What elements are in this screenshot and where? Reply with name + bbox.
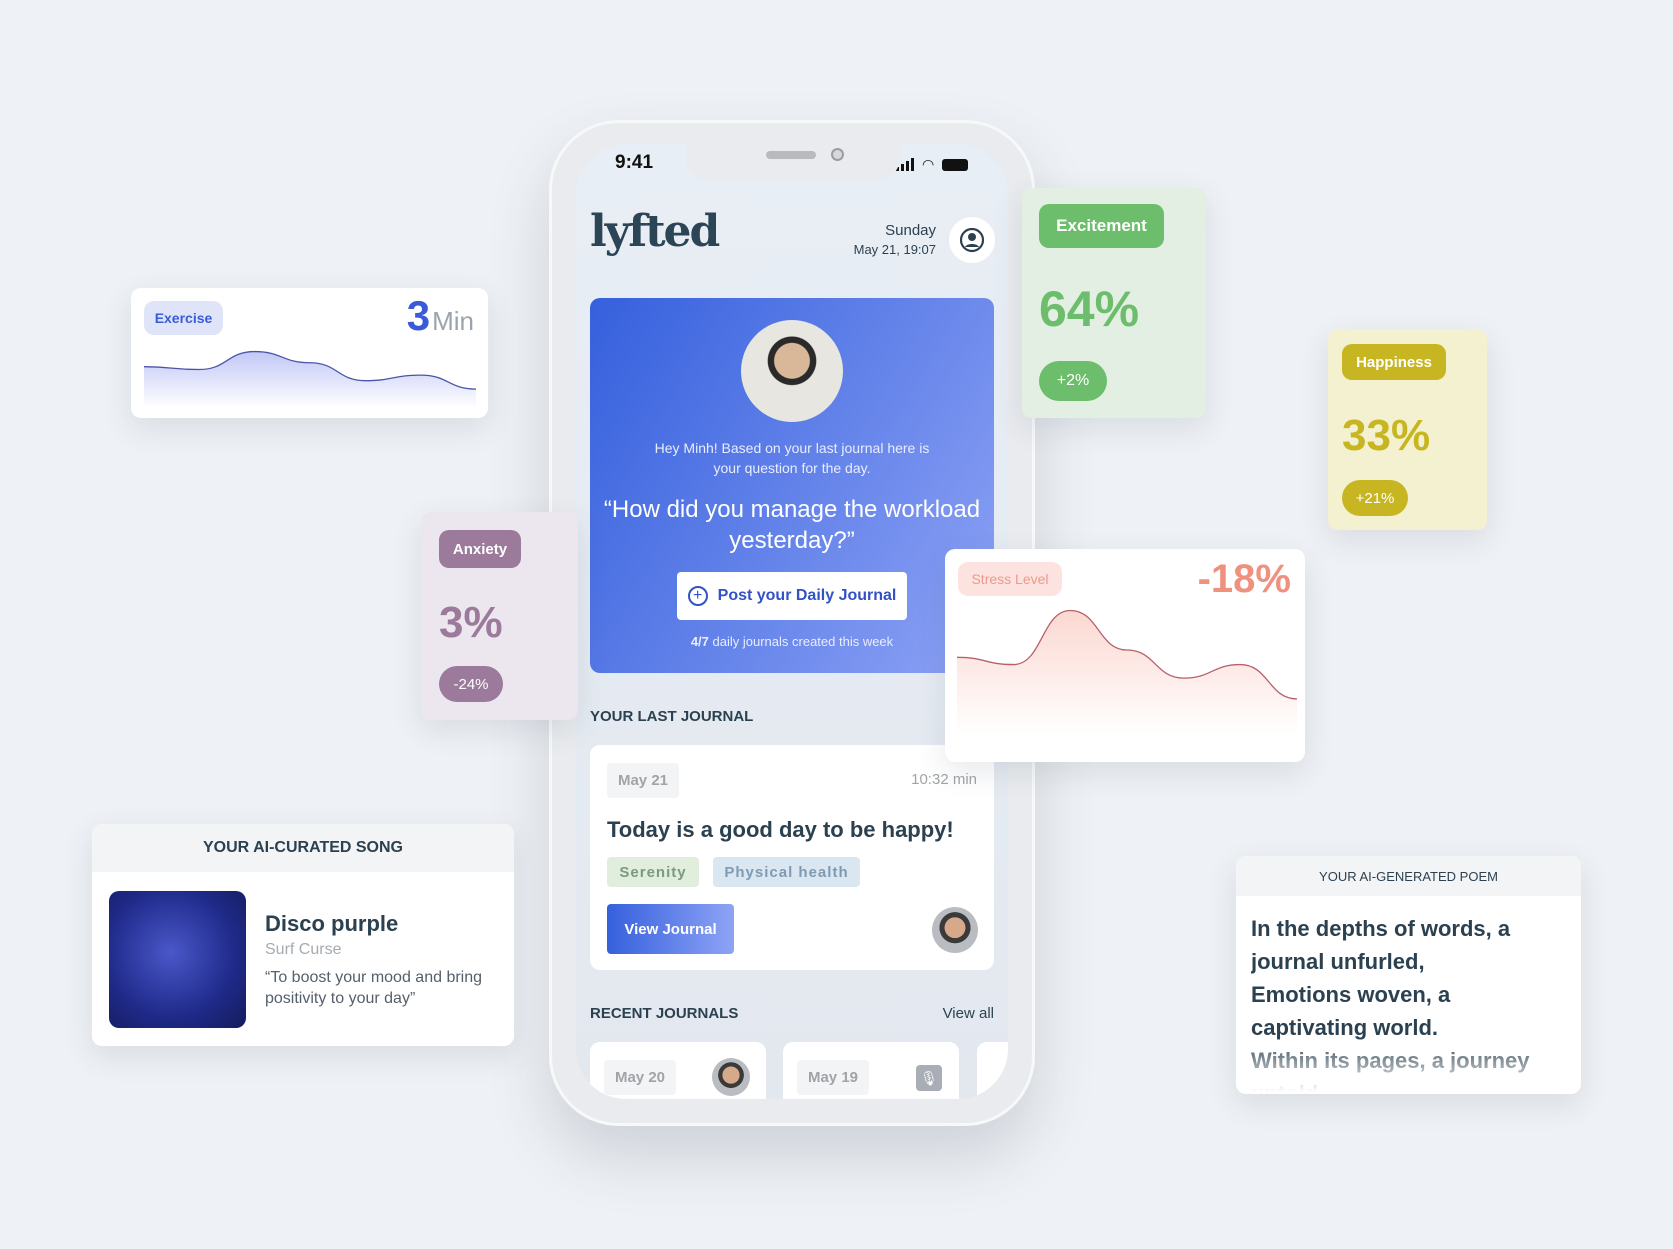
poem-line: Within its pages, a journey xyxy=(1251,1048,1530,1073)
profile-button[interactable] xyxy=(949,217,995,263)
excitement-label: Excitement xyxy=(1039,204,1164,248)
status-icons: ◠ xyxy=(896,156,969,172)
stress-label: Stress Level xyxy=(958,562,1062,596)
stress-trend-line xyxy=(957,609,1297,700)
microphone-icon: 🎙 xyxy=(916,1065,942,1091)
view-journal-button[interactable]: View Journal xyxy=(607,904,734,954)
signal-icon xyxy=(896,158,914,171)
journal-duration: 10:32 min xyxy=(911,771,977,788)
view-all-link[interactable]: View all xyxy=(942,1005,994,1022)
daily-question-card: Hey Minh! Based on your last journal her… xyxy=(590,298,994,673)
recent-journal-card[interactable]: May 19 🎙 xyxy=(783,1042,959,1099)
stress-trend-area xyxy=(957,610,1297,734)
happiness-change: +21% xyxy=(1342,480,1408,516)
recent-journal-card[interactable]: May 20 xyxy=(590,1042,766,1099)
weekly-progress: 4/7 daily journals created this week xyxy=(590,634,994,649)
exercise-unit: Min xyxy=(432,306,474,336)
excitement-value: 64% xyxy=(1039,281,1140,337)
song-title: Disco purple xyxy=(265,911,399,936)
stress-sparkline xyxy=(957,609,1297,734)
coach-avatar xyxy=(741,320,843,422)
day: Sunday xyxy=(885,222,936,239)
recent-journal-date: May 19 xyxy=(797,1060,869,1095)
datetime: May 21, 19:07 xyxy=(853,242,936,257)
poem-text: In the depths of words, a journal unfurl… xyxy=(1251,912,1530,1094)
recent-journal-card[interactable] xyxy=(977,1042,1008,1099)
anxiety-change: -24% xyxy=(439,666,503,702)
excitement-card: Excitement 64% +2% xyxy=(1022,188,1206,418)
poem-line: Emotions woven, a xyxy=(1251,982,1451,1007)
excitement-change: +2% xyxy=(1039,361,1107,401)
progress-text: daily journals created this week xyxy=(708,634,894,649)
tag-serenity[interactable]: Serenity xyxy=(607,857,699,887)
song-card: YOUR AI-CURATED SONG Disco purple Surf C… xyxy=(92,824,514,1046)
daily-question: “How did you manage the workload yesterda… xyxy=(590,494,994,556)
exercise-number: 3 xyxy=(406,292,431,339)
question-line: “How did you manage the workload xyxy=(603,496,981,523)
album-art[interactable] xyxy=(109,891,246,1028)
poem-line: captivating world. xyxy=(1251,1015,1439,1040)
happiness-label: Happiness xyxy=(1342,344,1446,380)
exercise-trend-area xyxy=(144,351,476,408)
poem-heading: YOUR AI-GENERATED POEM xyxy=(1236,856,1581,896)
app-logo: lyfted xyxy=(590,206,720,257)
tag-physical-health[interactable]: Physical health xyxy=(713,857,860,887)
poem-line: In the depths of words, a xyxy=(1251,916,1511,941)
phone-screen: 9:41 ◠ lyfted Sunday May 21, 19:07 Hey Mi… xyxy=(576,144,1008,1099)
happiness-card: Happiness 33% +21% xyxy=(1328,329,1487,530)
journal-date: May 21 xyxy=(607,763,679,798)
exercise-value: 3 Min xyxy=(407,292,474,340)
song-heading: YOUR AI-CURATED SONG xyxy=(92,824,514,872)
wifi-icon: ◠ xyxy=(922,156,935,172)
anxiety-label: Anxiety xyxy=(439,530,521,568)
video-avatar xyxy=(712,1058,750,1096)
header-date: Sunday May 21, 19:07 xyxy=(854,222,936,257)
recent-journal-date: May 20 xyxy=(604,1060,676,1095)
anxiety-card: Anxiety 3% -24% xyxy=(421,512,578,720)
greeting-line: Hey Minh! Based on your last journal her… xyxy=(654,440,930,456)
post-journal-button[interactable]: + Post your Daily Journal xyxy=(677,572,907,620)
progress-count: 4/7 xyxy=(690,634,709,649)
exercise-trend-line xyxy=(144,350,476,390)
exercise-sparkline xyxy=(144,350,476,408)
greeting-line: your question for the day. xyxy=(713,460,871,476)
battery-icon xyxy=(942,159,969,171)
recent-journals-heading: RECENT JOURNALS xyxy=(590,1005,739,1022)
stress-value: -18% xyxy=(1197,557,1291,601)
speaker-grille xyxy=(766,151,816,159)
journal-title: Today is a good day to be happy! xyxy=(607,817,954,842)
user-circle-icon xyxy=(959,227,985,253)
last-journal-card[interactable]: May 21 10:32 min Today is a good day to … xyxy=(590,745,994,970)
song-reason: “To boost your mood and bring positivity… xyxy=(265,969,483,1007)
status-time: 9:41 xyxy=(615,152,654,173)
journal-video-avatar xyxy=(932,907,978,953)
poem-line: untold xyxy=(1251,1081,1319,1094)
greeting-text: Hey Minh! Based on your last journal her… xyxy=(590,438,994,478)
last-journal-heading: YOUR LAST JOURNAL xyxy=(590,708,754,725)
song-artist: Surf Curse xyxy=(265,941,342,958)
plus-circle-icon: + xyxy=(687,586,708,606)
exercise-label: Exercise xyxy=(144,301,223,335)
phone-notch xyxy=(686,138,900,180)
poem-card: YOUR AI-GENERATED POEM In the depths of … xyxy=(1236,856,1581,1094)
exercise-card: Exercise 3 Min xyxy=(131,288,488,418)
poem-line: journal unfurled, xyxy=(1251,949,1425,974)
stress-card: Stress Level -18% xyxy=(945,549,1305,762)
happiness-value: 33% xyxy=(1342,411,1431,460)
front-camera xyxy=(831,148,844,161)
question-line: yesterday?” xyxy=(729,527,855,554)
anxiety-value: 3% xyxy=(439,598,503,647)
post-journal-label: Post your Daily Journal xyxy=(717,587,897,604)
